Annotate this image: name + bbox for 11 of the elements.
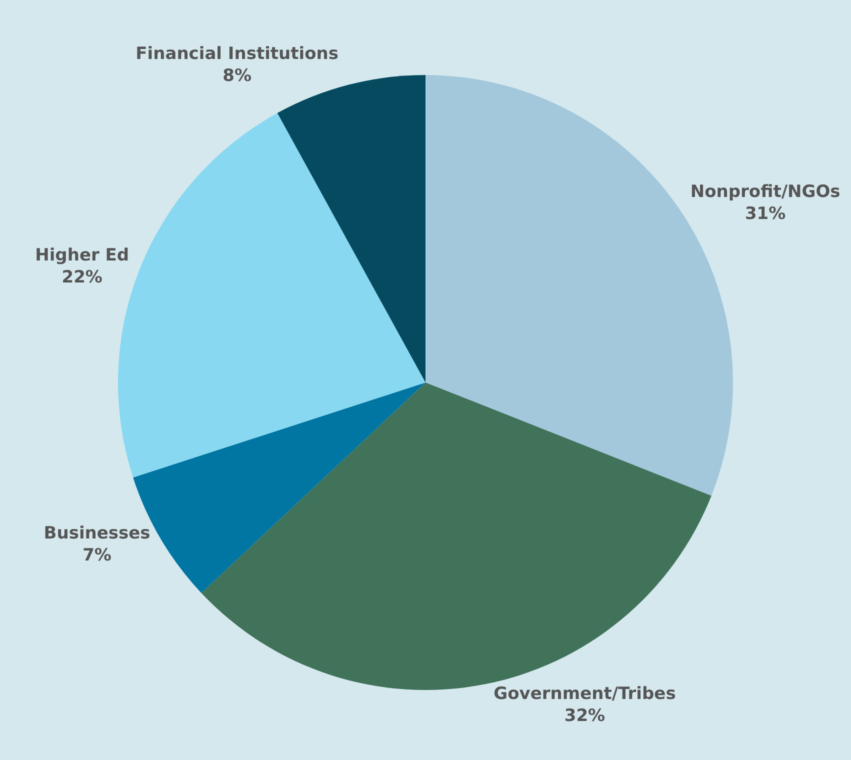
- data-label: 22%: [62, 268, 102, 288]
- data-label: 8%: [222, 66, 252, 86]
- slice-label: Higher Ed: [35, 245, 130, 266]
- slice-label: Nonprofit/NGOs: [690, 182, 840, 202]
- slice-label: Government/Tribes: [494, 684, 676, 704]
- pie-slice: [277, 75, 426, 382]
- data-label: 31%: [744, 204, 786, 224]
- slice-label: Businesses: [44, 523, 150, 544]
- data-label: 32%: [564, 706, 606, 726]
- data-label: 7%: [82, 546, 112, 566]
- slice-label: Financial Institutions: [136, 44, 339, 64]
